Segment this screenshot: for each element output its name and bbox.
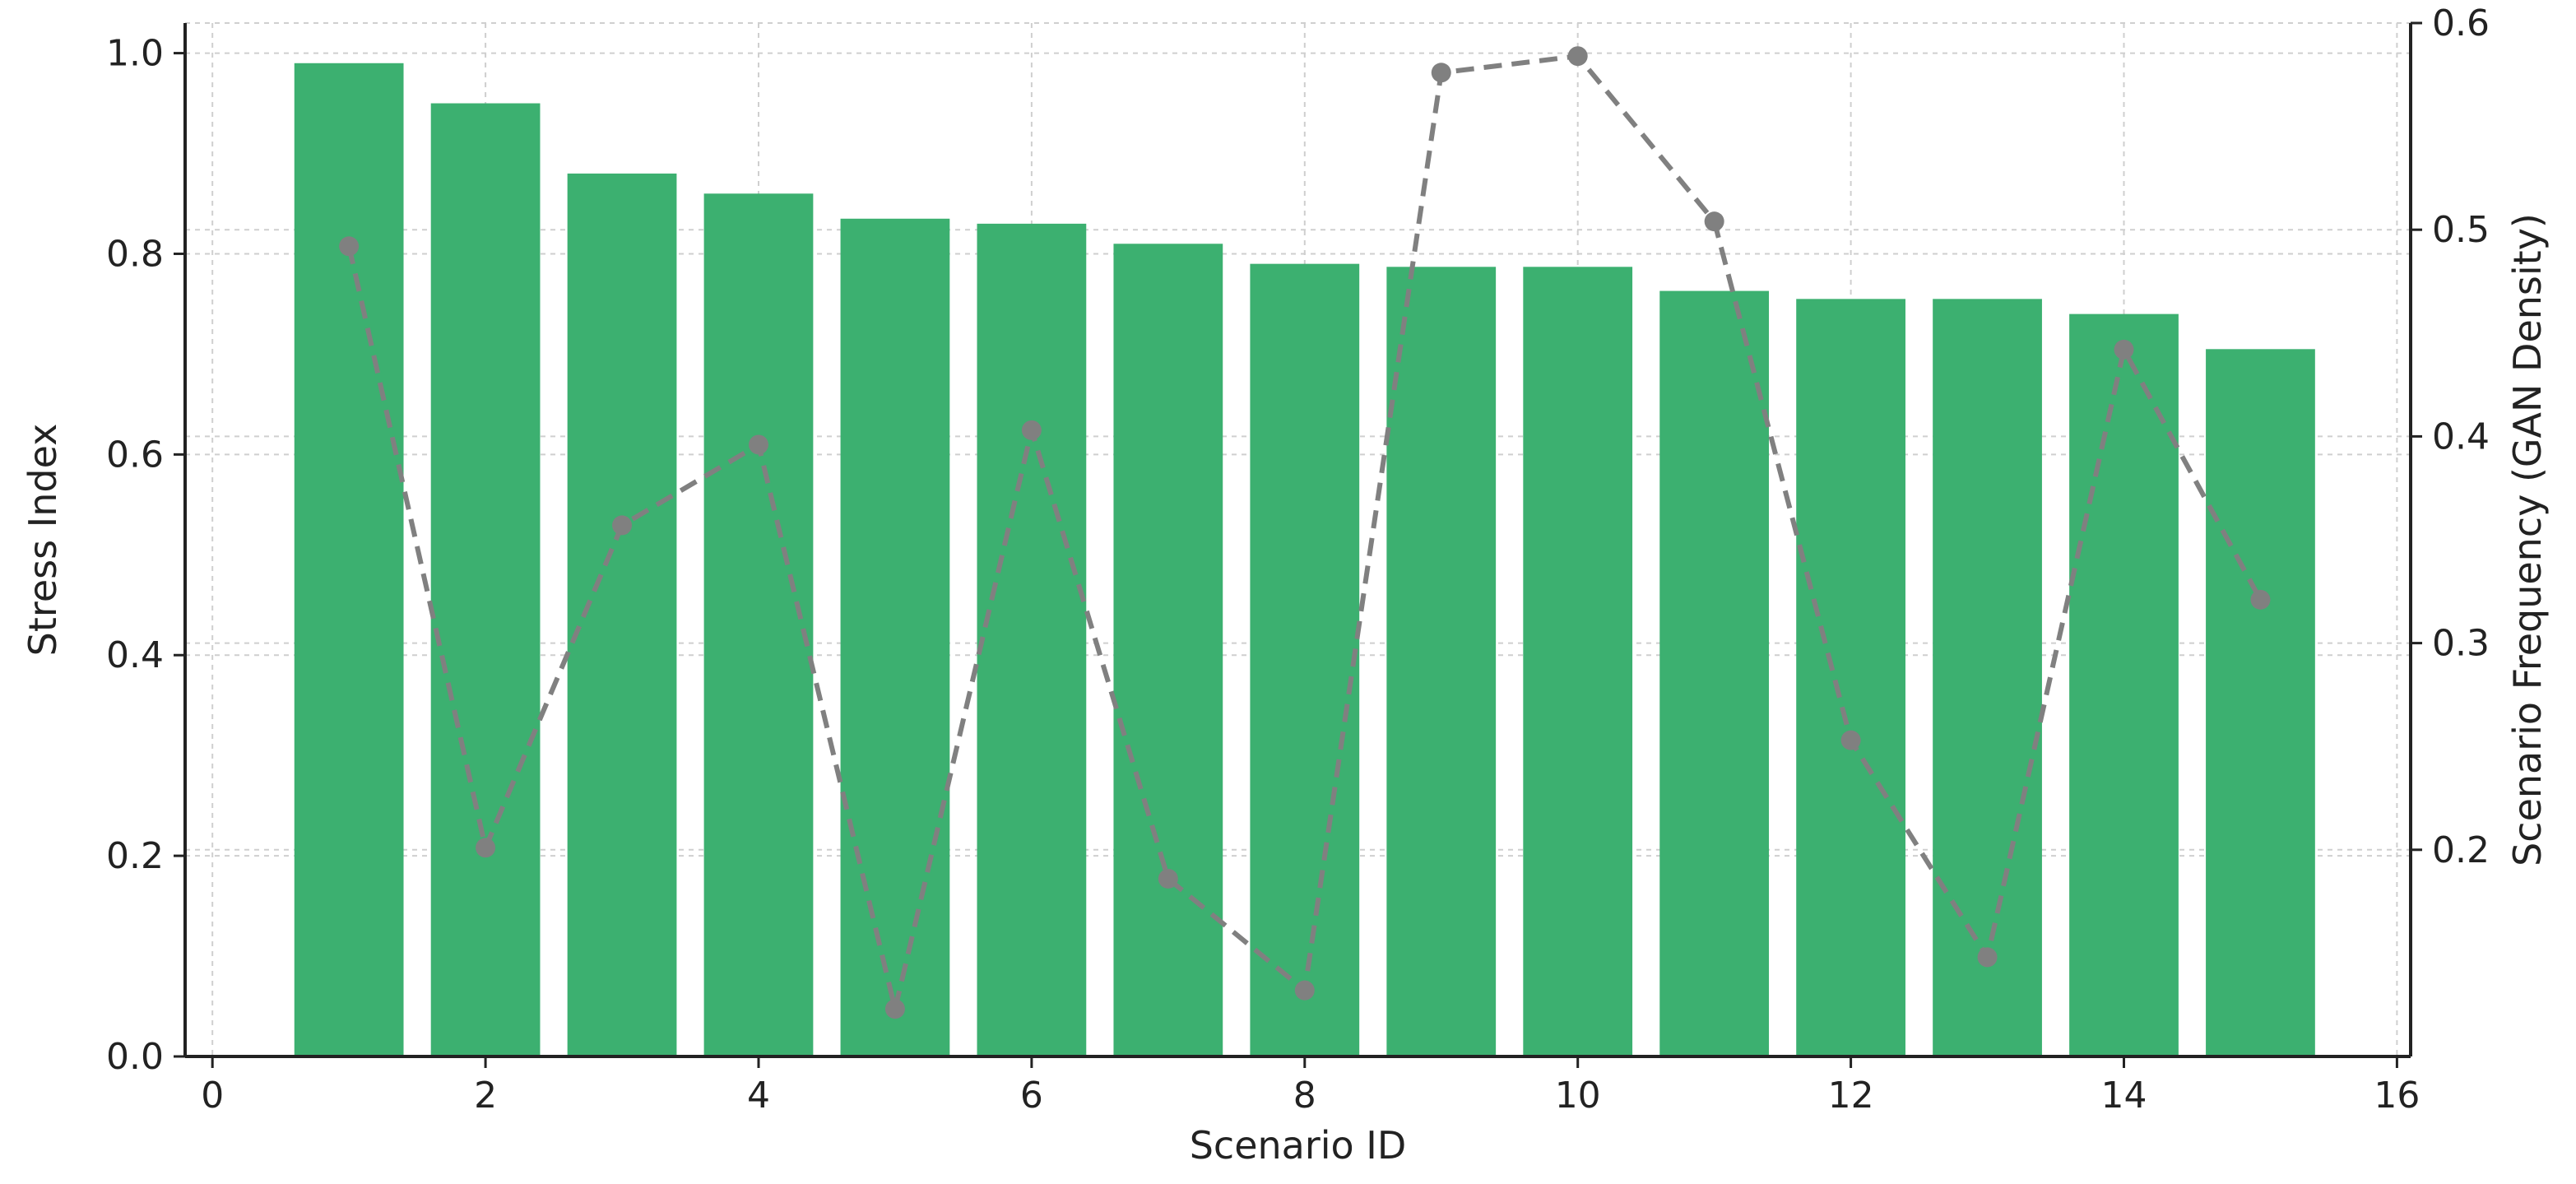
stress-bar [430, 103, 541, 1057]
stress-bar [1796, 299, 1905, 1056]
frequency-point [884, 999, 905, 1019]
y2-tick-label: 0.3 [2432, 623, 2490, 665]
y-tick-label: 1.0 [106, 33, 164, 75]
y2-tick-label: 0.4 [2432, 416, 2490, 457]
frequency-point [748, 434, 768, 455]
frequency-point [1840, 730, 1861, 750]
stress-bar [1523, 267, 1633, 1056]
x-tick-label: 8 [1293, 1075, 1316, 1117]
y2-tick-label: 0.5 [2432, 209, 2490, 251]
x-tick-label: 4 [747, 1075, 770, 1117]
frequency-point [612, 515, 633, 536]
stress-bar [2069, 313, 2179, 1056]
y-tick-label: 0.8 [106, 233, 164, 275]
stress-bar [977, 223, 1087, 1056]
stress-bar [1113, 244, 1223, 1056]
x-tick-label: 12 [1828, 1075, 1874, 1117]
x-tick-label: 0 [201, 1075, 224, 1117]
x-tick-label: 6 [1020, 1075, 1043, 1117]
frequency-point [1567, 46, 1588, 67]
x-tick-label: 14 [2101, 1075, 2147, 1117]
x-tick-label: 16 [2374, 1075, 2420, 1117]
y-axis-title: Stress Index [21, 424, 65, 657]
frequency-point [476, 838, 496, 858]
y2-tick-label: 0.2 [2432, 829, 2490, 871]
bars-layer [294, 63, 2315, 1057]
stress-bar [294, 63, 404, 1056]
frequency-point [1158, 868, 1178, 889]
y2-tick-label: 0.6 [2432, 2, 2490, 44]
stress-bar [2206, 349, 2315, 1056]
y-tick-label: 0.0 [106, 1036, 164, 1078]
axes-layer: 0 2 4 6 8 10 12 14 16 0.0 0.2 0.4 0.6 0.8 1.0 0.2 0.3 0.4… [106, 2, 2490, 1117]
frequency-point [1977, 947, 1998, 968]
x-axis-title: Scenario ID [1190, 1123, 1407, 1168]
y-tick-label: 0.6 [106, 434, 164, 476]
line-layer [339, 46, 2271, 1019]
stress-bar [1386, 267, 1497, 1056]
y-tick-label: 0.4 [106, 634, 164, 676]
y-tick-label: 0.2 [106, 835, 164, 877]
frequency-point [2114, 339, 2134, 360]
y2-axis-title: Scenario Frequency (GAN Density) [2505, 213, 2550, 866]
stress-bar [1659, 290, 1770, 1056]
frequency-point [1431, 63, 1451, 83]
frequency-point [1021, 420, 1042, 440]
frequency-point [339, 236, 360, 257]
stress-bar [1933, 299, 2042, 1056]
stress-bar [840, 218, 950, 1057]
frequency-point [1294, 980, 1315, 1001]
frequency-point [2250, 589, 2271, 610]
stress-bar [703, 193, 814, 1056]
frequency-point [1704, 211, 1724, 232]
x-tick-label: 10 [1555, 1075, 1601, 1117]
stress-bar [1250, 263, 1360, 1057]
x-tick-label: 2 [474, 1075, 497, 1117]
